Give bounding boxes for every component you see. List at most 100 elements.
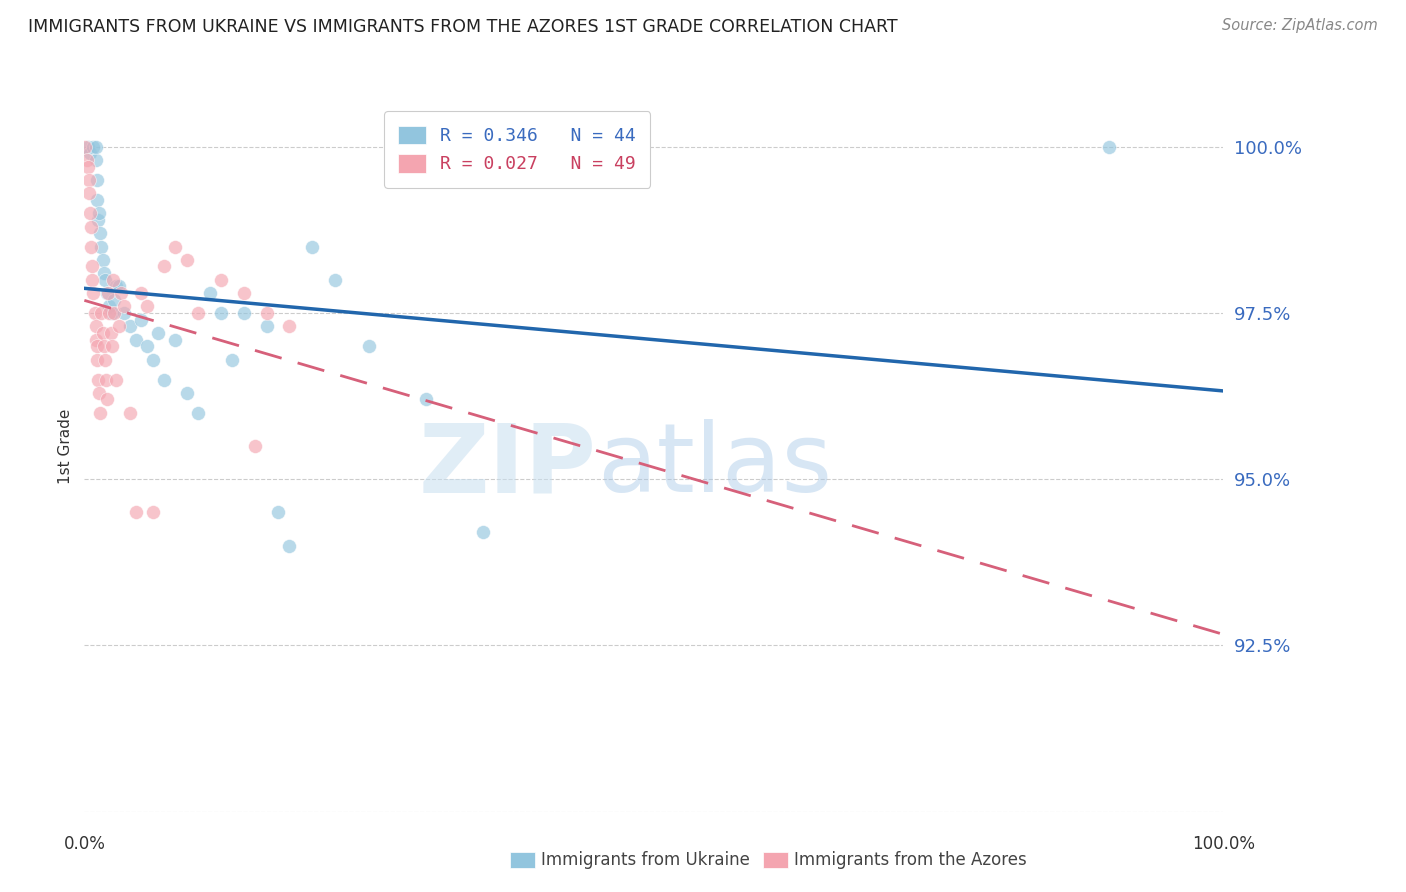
Point <box>359 339 381 353</box>
Point <box>86 173 108 187</box>
Point <box>105 372 128 386</box>
Point <box>100 306 122 320</box>
Point <box>93 339 115 353</box>
Point <box>245 439 267 453</box>
Point <box>90 306 112 320</box>
Point <box>76 160 98 174</box>
Point <box>112 306 135 320</box>
Point <box>87 213 110 227</box>
Point <box>232 306 254 320</box>
Point <box>256 319 278 334</box>
Point <box>86 193 108 207</box>
Point <box>256 306 278 320</box>
Legend: R = 0.346   N = 44, R = 0.027   N = 49: R = 0.346 N = 44, R = 0.027 N = 49 <box>384 112 650 188</box>
Point <box>76 140 98 154</box>
Point <box>1098 140 1121 154</box>
Point <box>148 326 170 340</box>
Point <box>221 352 243 367</box>
Point <box>136 339 159 353</box>
Point <box>112 299 135 313</box>
Point <box>323 273 346 287</box>
Point <box>91 326 114 340</box>
Point <box>93 266 115 280</box>
Point <box>187 406 209 420</box>
Point <box>209 273 232 287</box>
Point <box>142 352 165 367</box>
Point <box>86 339 108 353</box>
Point <box>100 339 122 353</box>
Point <box>198 286 221 301</box>
Text: IMMIGRANTS FROM UKRAINE VS IMMIGRANTS FROM THE AZORES 1ST GRADE CORRELATION CHAR: IMMIGRANTS FROM UKRAINE VS IMMIGRANTS FR… <box>28 18 898 36</box>
Point <box>96 286 118 301</box>
Point <box>209 306 232 320</box>
Point <box>165 333 187 347</box>
Point <box>97 286 120 301</box>
Point <box>136 299 159 313</box>
Point <box>110 286 132 301</box>
Point <box>176 385 198 400</box>
Point <box>153 260 176 274</box>
Point <box>86 333 108 347</box>
Point <box>124 333 146 347</box>
Point <box>89 206 111 220</box>
Point <box>100 326 122 340</box>
Point <box>80 239 103 253</box>
Point <box>76 153 98 167</box>
Point <box>84 153 107 167</box>
Point <box>75 140 97 154</box>
Point <box>278 319 301 334</box>
Point <box>153 372 176 386</box>
Point <box>79 219 101 234</box>
Text: Immigrants from the Azores: Immigrants from the Azores <box>793 851 1026 869</box>
Point <box>267 506 290 520</box>
Point <box>124 506 146 520</box>
Point <box>86 352 108 367</box>
Point <box>94 273 117 287</box>
Point <box>142 506 165 520</box>
Point <box>118 406 141 420</box>
Point <box>107 279 129 293</box>
Point <box>98 306 121 320</box>
Point <box>118 319 141 334</box>
Point <box>107 319 129 334</box>
Point <box>187 306 209 320</box>
Point <box>94 352 117 367</box>
Point <box>87 372 110 386</box>
Text: ZIP: ZIP <box>419 419 598 512</box>
Point <box>94 372 117 386</box>
Point <box>98 299 121 313</box>
Point <box>103 293 125 307</box>
Point <box>89 406 111 420</box>
Text: 100.0%: 100.0% <box>1192 835 1254 853</box>
Point <box>82 140 104 154</box>
Point <box>82 273 104 287</box>
Point <box>89 385 111 400</box>
Point <box>415 392 437 407</box>
Point <box>91 252 114 267</box>
Text: 0.0%: 0.0% <box>63 835 105 853</box>
Point <box>82 286 104 301</box>
Point <box>472 525 495 540</box>
Point <box>105 279 128 293</box>
Point <box>83 306 105 320</box>
Text: Source: ZipAtlas.com: Source: ZipAtlas.com <box>1222 18 1378 33</box>
Point <box>79 146 101 161</box>
Point <box>131 312 153 326</box>
Point <box>86 140 108 154</box>
Point <box>232 286 254 301</box>
Point <box>176 252 198 267</box>
Point <box>79 206 101 220</box>
Point <box>84 319 107 334</box>
Point <box>103 306 125 320</box>
Point <box>80 260 103 274</box>
Point <box>90 239 112 253</box>
Point <box>301 239 323 253</box>
Text: Immigrants from Ukraine: Immigrants from Ukraine <box>540 851 749 869</box>
Point <box>89 226 111 240</box>
Point <box>77 173 100 187</box>
Point <box>131 286 153 301</box>
Text: atlas: atlas <box>598 419 832 512</box>
Point <box>79 186 101 201</box>
Point <box>101 273 124 287</box>
Point <box>165 239 187 253</box>
